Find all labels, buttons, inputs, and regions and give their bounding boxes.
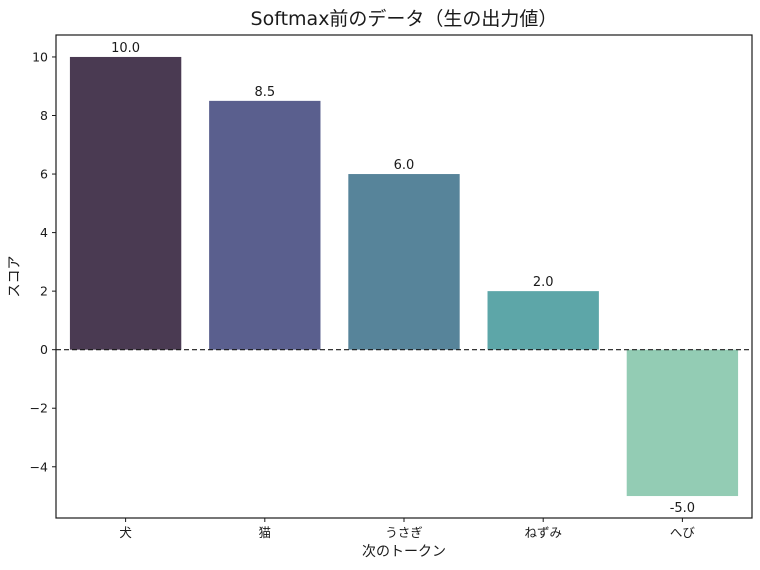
- y-tick-label: 10: [32, 49, 48, 64]
- y-axis: −4 −2 0 2 4 6 8 10: [30, 49, 56, 474]
- y-tick-label: −4: [30, 459, 48, 474]
- data-label: 6.0: [394, 158, 415, 173]
- y-tick-label: 4: [40, 225, 48, 240]
- x-tick-label: ねずみ: [524, 525, 562, 540]
- x-tick-label: へび: [670, 525, 696, 540]
- x-tick-label: うさぎ: [385, 525, 423, 540]
- bar: [69, 56, 182, 350]
- y-tick-label: 6: [40, 167, 48, 182]
- bar: [626, 349, 739, 497]
- data-label: 2.0: [533, 275, 554, 290]
- y-tick-label: −2: [30, 401, 48, 416]
- x-axis: 犬 猫 うさぎ ねずみ へび: [119, 518, 695, 540]
- x-axis-label: 次のトークン: [362, 544, 446, 560]
- bar: [209, 100, 321, 350]
- x-tick-label: 猫: [259, 525, 272, 540]
- chart-title: Softmax前のデータ（生の出力値）: [251, 8, 558, 30]
- data-label: 10.0: [111, 41, 140, 56]
- bars-group: [69, 56, 739, 497]
- y-tick-label: 8: [40, 108, 48, 123]
- bar: [348, 174, 460, 350]
- y-tick-label: 2: [40, 284, 48, 299]
- data-label: -5.0: [670, 501, 695, 516]
- y-axis-label: スコア: [7, 256, 23, 298]
- data-label: 8.5: [254, 85, 275, 100]
- x-tick-label: 犬: [119, 525, 132, 540]
- bar: [487, 291, 599, 350]
- y-tick-label: 0: [40, 342, 48, 357]
- data-labels-group: 10.0 8.5 6.0 2.0 -5.0: [111, 41, 695, 516]
